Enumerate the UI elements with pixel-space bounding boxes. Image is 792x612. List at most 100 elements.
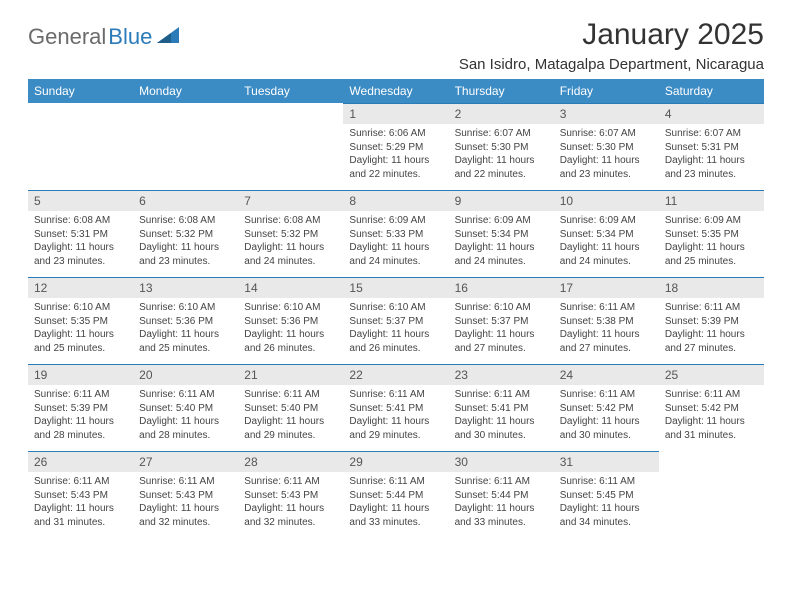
day-number: 7 xyxy=(238,190,343,211)
calendar-day-cell: 15Sunrise: 6:10 AMSunset: 5:37 PMDayligh… xyxy=(343,277,448,364)
day-number: 16 xyxy=(449,277,554,298)
day-number: 9 xyxy=(449,190,554,211)
calendar-day-cell: 11Sunrise: 6:09 AMSunset: 5:35 PMDayligh… xyxy=(659,190,764,277)
sunrise-text: Sunrise: 6:08 AM xyxy=(244,214,337,228)
daylight-text-2: and 28 minutes. xyxy=(34,429,127,443)
calendar-week-row: 5Sunrise: 6:08 AMSunset: 5:31 PMDaylight… xyxy=(28,190,764,277)
calendar-day-cell: 29Sunrise: 6:11 AMSunset: 5:44 PMDayligh… xyxy=(343,451,448,538)
sunset-text: Sunset: 5:39 PM xyxy=(34,402,127,416)
day-info: Sunrise: 6:09 AMSunset: 5:34 PMDaylight:… xyxy=(554,211,659,270)
calendar-day-cell: 21Sunrise: 6:11 AMSunset: 5:40 PMDayligh… xyxy=(238,364,343,451)
daylight-text-2: and 24 minutes. xyxy=(455,255,548,269)
daylight-text-1: Daylight: 11 hours xyxy=(34,415,127,429)
daylight-text-1: Daylight: 11 hours xyxy=(34,328,127,342)
day-number: 10 xyxy=(554,190,659,211)
calendar-day-cell xyxy=(133,103,238,190)
sunset-text: Sunset: 5:44 PM xyxy=(455,489,548,503)
daylight-text-1: Daylight: 11 hours xyxy=(34,502,127,516)
calendar-day-cell: 22Sunrise: 6:11 AMSunset: 5:41 PMDayligh… xyxy=(343,364,448,451)
sunrise-text: Sunrise: 6:11 AM xyxy=(139,388,232,402)
sunrise-text: Sunrise: 6:11 AM xyxy=(455,388,548,402)
calendar-day-cell: 13Sunrise: 6:10 AMSunset: 5:36 PMDayligh… xyxy=(133,277,238,364)
daylight-text-1: Daylight: 11 hours xyxy=(349,502,442,516)
sunset-text: Sunset: 5:32 PM xyxy=(139,228,232,242)
daylight-text-2: and 29 minutes. xyxy=(349,429,442,443)
day-number: 21 xyxy=(238,364,343,385)
daylight-text-2: and 34 minutes. xyxy=(560,516,653,530)
day-info: Sunrise: 6:11 AMSunset: 5:40 PMDaylight:… xyxy=(133,385,238,444)
daylight-text-1: Daylight: 11 hours xyxy=(560,415,653,429)
sunset-text: Sunset: 5:29 PM xyxy=(349,141,442,155)
daylight-text-1: Daylight: 11 hours xyxy=(560,502,653,516)
daylight-text-1: Daylight: 11 hours xyxy=(139,328,232,342)
sunrise-text: Sunrise: 6:09 AM xyxy=(455,214,548,228)
sunset-text: Sunset: 5:37 PM xyxy=(349,315,442,329)
calendar-day-cell: 3Sunrise: 6:07 AMSunset: 5:30 PMDaylight… xyxy=(554,103,659,190)
day-info: Sunrise: 6:11 AMSunset: 5:41 PMDaylight:… xyxy=(343,385,448,444)
sunrise-text: Sunrise: 6:10 AM xyxy=(139,301,232,315)
day-info: Sunrise: 6:08 AMSunset: 5:31 PMDaylight:… xyxy=(28,211,133,270)
daylight-text-2: and 33 minutes. xyxy=(455,516,548,530)
sunrise-text: Sunrise: 6:11 AM xyxy=(139,475,232,489)
calendar-day-cell: 4Sunrise: 6:07 AMSunset: 5:31 PMDaylight… xyxy=(659,103,764,190)
day-number: 30 xyxy=(449,451,554,472)
logo-text-blue: Blue xyxy=(108,24,152,50)
calendar-day-cell: 1Sunrise: 6:06 AMSunset: 5:29 PMDaylight… xyxy=(343,103,448,190)
day-number: 29 xyxy=(343,451,448,472)
calendar-week-row: 12Sunrise: 6:10 AMSunset: 5:35 PMDayligh… xyxy=(28,277,764,364)
sunrise-text: Sunrise: 6:11 AM xyxy=(665,301,758,315)
daylight-text-2: and 31 minutes. xyxy=(665,429,758,443)
calendar-day-cell: 14Sunrise: 6:10 AMSunset: 5:36 PMDayligh… xyxy=(238,277,343,364)
daylight-text-1: Daylight: 11 hours xyxy=(455,154,548,168)
daylight-text-1: Daylight: 11 hours xyxy=(244,241,337,255)
day-number: 27 xyxy=(133,451,238,472)
weekday-header: Saturday xyxy=(659,79,764,103)
daylight-text-2: and 25 minutes. xyxy=(665,255,758,269)
daylight-text-2: and 25 minutes. xyxy=(139,342,232,356)
sunset-text: Sunset: 5:43 PM xyxy=(244,489,337,503)
sunrise-text: Sunrise: 6:11 AM xyxy=(34,388,127,402)
day-info: Sunrise: 6:10 AMSunset: 5:37 PMDaylight:… xyxy=(449,298,554,357)
day-number: 3 xyxy=(554,103,659,124)
calendar-day-cell: 27Sunrise: 6:11 AMSunset: 5:43 PMDayligh… xyxy=(133,451,238,538)
day-number: 23 xyxy=(449,364,554,385)
daylight-text-1: Daylight: 11 hours xyxy=(244,328,337,342)
sunrise-text: Sunrise: 6:11 AM xyxy=(244,475,337,489)
daylight-text-1: Daylight: 11 hours xyxy=(560,154,653,168)
daylight-text-2: and 24 minutes. xyxy=(560,255,653,269)
sunset-text: Sunset: 5:31 PM xyxy=(665,141,758,155)
daylight-text-1: Daylight: 11 hours xyxy=(139,502,232,516)
calendar-day-cell: 18Sunrise: 6:11 AMSunset: 5:39 PMDayligh… xyxy=(659,277,764,364)
logo-text-general: General xyxy=(28,24,106,50)
daylight-text-2: and 27 minutes. xyxy=(665,342,758,356)
day-number: 14 xyxy=(238,277,343,298)
day-info: Sunrise: 6:11 AMSunset: 5:45 PMDaylight:… xyxy=(554,472,659,531)
weekday-header: Friday xyxy=(554,79,659,103)
sunset-text: Sunset: 5:35 PM xyxy=(665,228,758,242)
daylight-text-2: and 30 minutes. xyxy=(455,429,548,443)
daylight-text-2: and 31 minutes. xyxy=(34,516,127,530)
day-info: Sunrise: 6:07 AMSunset: 5:30 PMDaylight:… xyxy=(449,124,554,183)
calendar-week-row: 26Sunrise: 6:11 AMSunset: 5:43 PMDayligh… xyxy=(28,451,764,538)
day-number: 5 xyxy=(28,190,133,211)
day-info: Sunrise: 6:10 AMSunset: 5:36 PMDaylight:… xyxy=(133,298,238,357)
daylight-text-1: Daylight: 11 hours xyxy=(349,154,442,168)
sunset-text: Sunset: 5:44 PM xyxy=(349,489,442,503)
calendar-day-cell: 31Sunrise: 6:11 AMSunset: 5:45 PMDayligh… xyxy=(554,451,659,538)
sunset-text: Sunset: 5:43 PM xyxy=(34,489,127,503)
sunset-text: Sunset: 5:40 PM xyxy=(244,402,337,416)
daylight-text-1: Daylight: 11 hours xyxy=(34,241,127,255)
sunset-text: Sunset: 5:42 PM xyxy=(560,402,653,416)
calendar-day-cell: 2Sunrise: 6:07 AMSunset: 5:30 PMDaylight… xyxy=(449,103,554,190)
sunrise-text: Sunrise: 6:11 AM xyxy=(349,388,442,402)
day-info: Sunrise: 6:11 AMSunset: 5:44 PMDaylight:… xyxy=(343,472,448,531)
daylight-text-1: Daylight: 11 hours xyxy=(244,502,337,516)
calendar-day-cell: 28Sunrise: 6:11 AMSunset: 5:43 PMDayligh… xyxy=(238,451,343,538)
day-number: 1 xyxy=(343,103,448,124)
day-number: 26 xyxy=(28,451,133,472)
calendar-day-cell: 25Sunrise: 6:11 AMSunset: 5:42 PMDayligh… xyxy=(659,364,764,451)
weekday-header: Thursday xyxy=(449,79,554,103)
sunset-text: Sunset: 5:34 PM xyxy=(455,228,548,242)
calendar-day-cell: 20Sunrise: 6:11 AMSunset: 5:40 PMDayligh… xyxy=(133,364,238,451)
weekday-header: Tuesday xyxy=(238,79,343,103)
